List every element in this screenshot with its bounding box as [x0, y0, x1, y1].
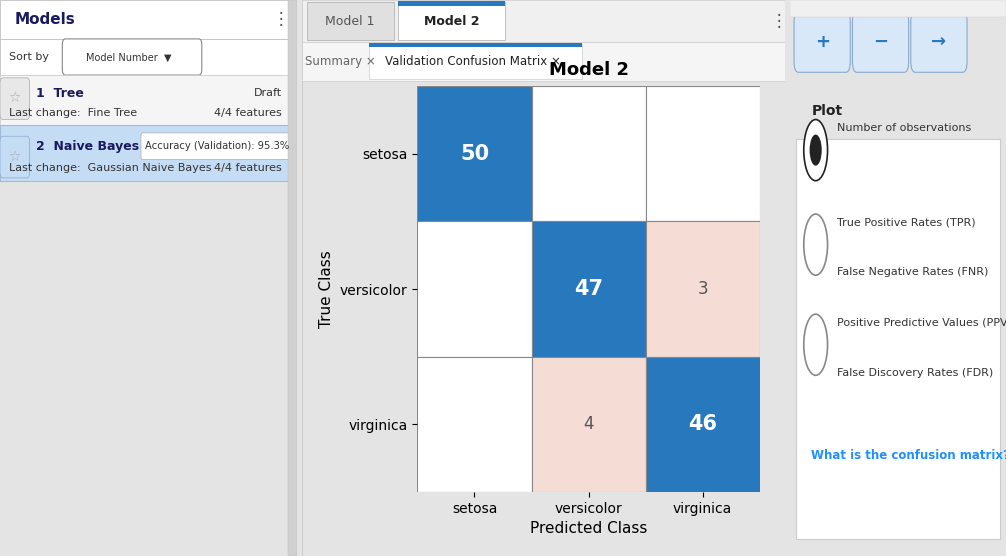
FancyBboxPatch shape: [288, 0, 297, 556]
Text: Sort by: Sort by: [9, 52, 49, 62]
Text: Models: Models: [15, 12, 75, 27]
Bar: [531, 357, 646, 492]
Text: Last change:  Gaussian Naive Bayes: Last change: Gaussian Naive Bayes: [9, 163, 211, 173]
FancyBboxPatch shape: [0, 136, 29, 178]
FancyBboxPatch shape: [0, 125, 297, 181]
Y-axis label: True Class: True Class: [320, 250, 334, 328]
FancyBboxPatch shape: [0, 0, 297, 39]
FancyBboxPatch shape: [852, 11, 908, 72]
FancyBboxPatch shape: [302, 0, 785, 42]
Circle shape: [804, 120, 828, 181]
Text: Draft: Draft: [254, 88, 282, 98]
FancyBboxPatch shape: [369, 43, 581, 47]
Text: ☆: ☆: [9, 91, 21, 106]
X-axis label: Predicted Class: Predicted Class: [530, 522, 647, 537]
Text: Number of observations: Number of observations: [837, 123, 972, 133]
Text: ⋮: ⋮: [771, 12, 787, 30]
Text: 50: 50: [460, 144, 489, 164]
Text: 4: 4: [583, 415, 594, 434]
FancyBboxPatch shape: [398, 1, 505, 6]
Text: ☆: ☆: [9, 150, 21, 165]
Text: ⋮: ⋮: [273, 11, 290, 28]
Text: Validation Confusion Matrix ×: Validation Confusion Matrix ×: [385, 55, 561, 68]
Text: 3: 3: [697, 280, 708, 298]
FancyBboxPatch shape: [398, 2, 505, 40]
FancyBboxPatch shape: [369, 44, 581, 79]
Text: Positive Predictive Values (PPV): Positive Predictive Values (PPV): [837, 317, 1006, 327]
Circle shape: [810, 135, 822, 166]
Bar: [417, 86, 531, 221]
Text: −: −: [873, 33, 888, 51]
Text: 4/4 features: 4/4 features: [214, 108, 282, 118]
FancyBboxPatch shape: [796, 139, 1000, 539]
Bar: [646, 357, 760, 492]
FancyBboxPatch shape: [62, 39, 202, 75]
Title: Model 2: Model 2: [548, 61, 629, 79]
Text: True Positive Rates (TPR): True Positive Rates (TPR): [837, 217, 976, 227]
Text: 1  Tree: 1 Tree: [35, 87, 83, 100]
Text: Last change:  Fine Tree: Last change: Fine Tree: [9, 108, 137, 118]
FancyBboxPatch shape: [141, 133, 293, 160]
FancyBboxPatch shape: [910, 11, 967, 72]
Text: Accuracy (Validation): 95.3%: Accuracy (Validation): 95.3%: [145, 141, 289, 151]
FancyBboxPatch shape: [0, 39, 297, 75]
Text: 46: 46: [688, 414, 717, 434]
FancyBboxPatch shape: [0, 78, 29, 120]
Text: →: →: [932, 33, 947, 51]
Circle shape: [804, 314, 828, 375]
Text: Plot: Plot: [811, 104, 842, 118]
FancyBboxPatch shape: [794, 11, 850, 72]
Bar: [417, 221, 531, 357]
FancyBboxPatch shape: [790, 0, 1006, 17]
Bar: [646, 86, 760, 221]
Text: Model 1: Model 1: [325, 14, 375, 28]
Text: Summary ×: Summary ×: [305, 54, 376, 68]
Text: 47: 47: [574, 279, 603, 299]
FancyBboxPatch shape: [302, 42, 785, 81]
Text: +: +: [815, 33, 830, 51]
Bar: [531, 221, 646, 357]
Text: What is the confusion matrix?: What is the confusion matrix?: [811, 449, 1006, 463]
Text: 2  Naive Bayes: 2 Naive Bayes: [35, 140, 139, 153]
Text: Model 2: Model 2: [424, 14, 479, 28]
FancyBboxPatch shape: [307, 2, 393, 40]
Circle shape: [804, 214, 828, 275]
Bar: [646, 221, 760, 357]
Text: Model Number  ▼: Model Number ▼: [87, 52, 172, 62]
Bar: [417, 357, 531, 492]
FancyBboxPatch shape: [0, 75, 297, 125]
Text: 4/4 features: 4/4 features: [214, 163, 282, 173]
Bar: [531, 86, 646, 221]
Text: False Negative Rates (FNR): False Negative Rates (FNR): [837, 267, 989, 277]
Text: False Discovery Rates (FDR): False Discovery Rates (FDR): [837, 368, 994, 378]
